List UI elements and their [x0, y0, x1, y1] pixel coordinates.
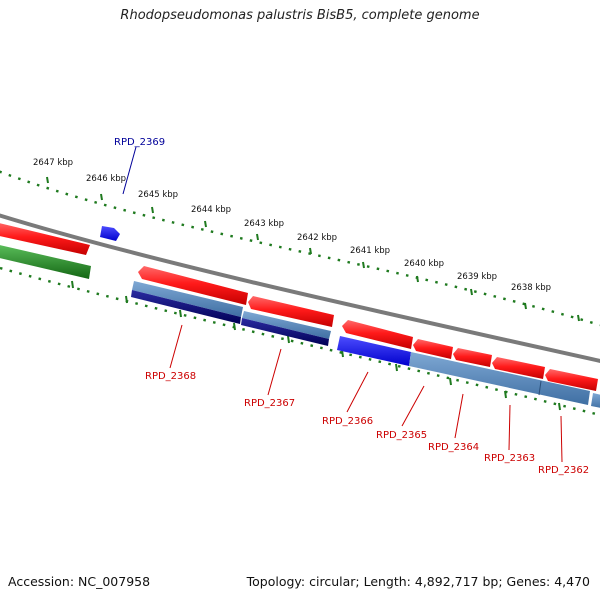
kbp-label: 2646 kbp [86, 174, 126, 184]
gene-label-rpd-2369: RPD_2369 [114, 137, 165, 148]
feature-rpd-2368-light [132, 281, 243, 317]
feature-divider [538, 380, 542, 396]
kbp-label: 2641 kbp [350, 246, 390, 256]
feature-rpd-2368-dark [131, 290, 241, 324]
genome-summary-text: Topology: circular; Length: 4,892,717 bp… [246, 574, 590, 589]
kbp-label: 2645 kbp [138, 190, 178, 200]
feature-rpd-2364-red [453, 348, 492, 367]
gene-label-rpd-2366: RPD_2366 [322, 416, 373, 427]
backbone [0, 213, 600, 363]
gene-label-rpd-2362: RPD_2362 [538, 465, 589, 476]
feature-rpd-2367-dark [241, 318, 329, 346]
feature-rpd-2369-blue [100, 226, 120, 241]
kbp-label: 2642 kbp [297, 233, 337, 243]
feature-reverse-edge [591, 393, 600, 408]
feature-rpd-2367-light [242, 311, 331, 339]
feature-rpd-2363-red [492, 357, 545, 379]
kbp-label: 2640 kbp [404, 259, 444, 269]
feature-green [0, 245, 91, 279]
map-title: Rhodopseudomonas palustris BisB5, comple… [120, 8, 480, 23]
feature-rpd-2366-blue [337, 336, 411, 366]
outer-major-ticks [46, 176, 580, 322]
feature-rpd-2366-red [342, 320, 413, 349]
kbp-label: 2643 kbp [244, 219, 284, 229]
gene-label-rpd-2363: RPD_2363 [484, 453, 535, 464]
gene-label-rpd-2368: RPD_2368 [145, 371, 196, 382]
kbp-label: 2639 kbp [457, 272, 497, 282]
feature-rpd-2368-red [138, 266, 248, 305]
kbp-label: 2638 kbp [511, 283, 551, 293]
gene-label-rpd-2367: RPD_2367 [244, 398, 295, 409]
inner-major-ticks [71, 280, 561, 411]
accession-text: Accession: NC_007958 [8, 574, 151, 589]
outer-ruler [0, 170, 600, 327]
feature-reverse-light-right [409, 352, 590, 405]
kbp-label: 2647 kbp [33, 158, 73, 168]
feature-rpd-2367-red [248, 296, 334, 327]
gene-label-rpd-2365: RPD_2365 [376, 430, 427, 441]
kbp-label: 2644 kbp [191, 205, 231, 215]
gene-label-rpd-2364: RPD_2364 [428, 442, 479, 453]
label-leaders [122, 146, 563, 463]
feature-rpd-2365-red [413, 339, 453, 359]
feature-forward-left [0, 223, 90, 255]
feature-rpd-2362-red [545, 369, 598, 391]
inner-ruler [0, 266, 600, 417]
